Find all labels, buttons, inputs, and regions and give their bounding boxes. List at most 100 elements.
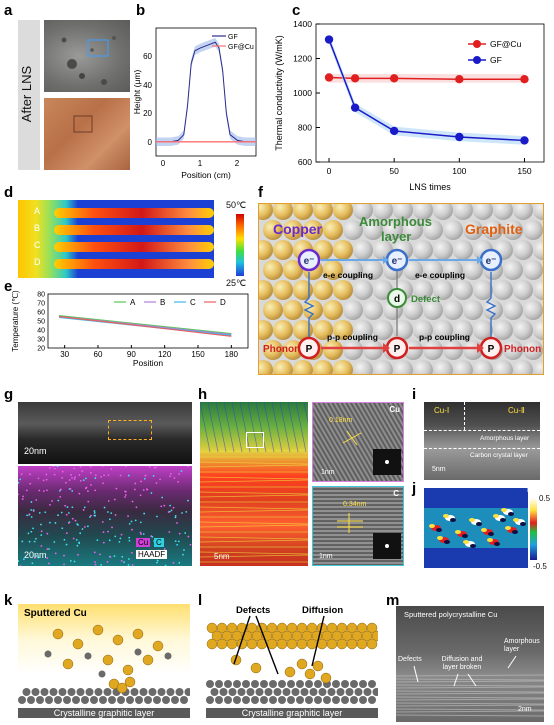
panel-f-atom xyxy=(273,360,293,374)
panel-f-atom xyxy=(433,280,453,300)
panel-k-carbon-atom xyxy=(76,688,85,696)
panel-l-cu-atom xyxy=(296,638,308,650)
panel-g-dot xyxy=(28,473,31,476)
panel-g-dot xyxy=(63,563,65,566)
panel-k-carbon-atom xyxy=(54,696,62,704)
panel-l-carbon-atom xyxy=(251,680,259,688)
panel-g-dot xyxy=(71,506,74,509)
panel-b-legend-gf: GF xyxy=(228,34,238,41)
panel-g-dot xyxy=(184,532,187,534)
panel-g-dot xyxy=(19,564,22,566)
panel-f-atom xyxy=(443,220,463,240)
panel-h-lattice-line xyxy=(287,402,299,453)
panel-k-carbon-atom xyxy=(108,696,116,704)
panel-l-carbon-atom xyxy=(363,688,372,696)
panel-g-scale-top: 20nm xyxy=(24,446,47,456)
panel-f-atom xyxy=(283,300,303,320)
panel-f-atom xyxy=(323,340,343,360)
panel-l-carbon-atom xyxy=(318,688,327,696)
panel-l-arrow xyxy=(233,615,251,665)
panel-e-ytick-50: 50 xyxy=(37,319,45,326)
panel-b-chart: GF GF@Cu 0 20 40 60 0 1 2 Position (cm) … xyxy=(134,27,257,180)
panel-f-atom xyxy=(523,340,543,360)
panel-g-dot xyxy=(127,558,130,560)
panel-l-cu-atom xyxy=(366,638,378,650)
panel-letter-f: f xyxy=(258,184,263,201)
panel-f-atom xyxy=(423,220,443,240)
panel-l-cu-atom xyxy=(336,638,348,650)
panel-g-dot xyxy=(128,536,131,539)
panel-l-carbon-atom xyxy=(215,696,223,704)
panel-f-atom xyxy=(533,280,543,300)
panel-h-lattice-line xyxy=(303,402,308,424)
panel-f-diagram: Copper Amorphous layer Graphite e⁻ e⁻ e⁻… xyxy=(259,204,543,374)
panel-l-carbon-atom xyxy=(296,680,304,688)
panel-g-dot xyxy=(75,538,78,541)
panel-g-dot xyxy=(101,521,104,523)
panel-j-blob-dark xyxy=(488,532,494,536)
panel-g-dot xyxy=(87,500,90,503)
panel-l-diffused-cu xyxy=(296,658,308,670)
panel-a-bottom-texture xyxy=(73,115,93,133)
panel-g-dot xyxy=(29,482,32,485)
panel-f-atom xyxy=(473,360,493,374)
panel-m-lattice-line xyxy=(396,678,544,681)
panel-h-lattice-line xyxy=(200,539,308,543)
panel-g-dot xyxy=(114,535,117,538)
panel-b-ytick-20: 20 xyxy=(143,109,152,118)
panel-k-carbon-atom xyxy=(85,688,94,696)
panel-l-carbon-atom xyxy=(341,696,349,704)
panel-k-base: Crystalline graphitic layer xyxy=(18,708,190,718)
panel-f-atom xyxy=(259,240,273,260)
panel-f-atom xyxy=(503,260,523,280)
panel-l-cu-atom xyxy=(216,638,228,650)
panel-k-carbon-atom xyxy=(45,696,53,704)
panel-g-cu-tag: Cu xyxy=(136,538,151,547)
panel-j-blob-dark xyxy=(508,512,514,516)
panel-m-lattice-line xyxy=(396,710,544,713)
panel-g-dot xyxy=(30,509,33,511)
panel-f-atom xyxy=(433,360,453,374)
panel-g-dot xyxy=(78,492,81,495)
panel-f-atom xyxy=(433,240,453,260)
panel-g-dot xyxy=(90,514,92,517)
panel-g-dot xyxy=(131,564,134,566)
panel-k-carbon-atom xyxy=(36,696,44,704)
panel-h-spacing-cu: 0.18nm xyxy=(329,417,353,424)
panel-g-dot xyxy=(131,528,133,531)
panel-k-carbon-atom xyxy=(162,696,170,704)
panel-k-carbon-atom xyxy=(135,696,143,704)
panel-l-carbon-atom xyxy=(300,688,309,696)
panel-g-dot xyxy=(53,541,56,543)
panel-i-carbon: Carbon crystal layer xyxy=(470,452,528,459)
panel-f-pp-left: p-p coupling xyxy=(327,332,378,342)
panel-h-lattice-line xyxy=(271,402,283,453)
panel-l-cu-atom xyxy=(346,638,358,650)
panel-g-dot xyxy=(26,514,28,517)
panel-k-carbon-atom xyxy=(130,688,139,696)
panel-g-dot xyxy=(160,505,163,508)
panel-g-dot xyxy=(76,523,79,525)
panel-f-atom xyxy=(443,300,463,320)
panel-g-dot xyxy=(185,510,188,513)
panel-l-carbon-atom xyxy=(305,680,313,688)
panel-f-atom xyxy=(353,360,373,374)
panel-g-scale-bottom: 20nm xyxy=(24,550,47,560)
panel-g-dot xyxy=(114,514,117,516)
panel-b-band-gf xyxy=(156,37,256,147)
panel-k-carbon-atom xyxy=(63,696,71,704)
panel-l-carbon-atom xyxy=(345,688,354,696)
panel-l-cu-atom xyxy=(226,638,238,650)
panel-l-carbon-atom xyxy=(224,696,232,704)
panel-f-atom xyxy=(533,320,543,340)
panel-f-atom xyxy=(453,280,473,300)
panel-g-dot xyxy=(180,470,183,472)
panel-g-dot xyxy=(82,509,85,511)
panel-letter-m: m xyxy=(386,592,400,609)
panel-m-lattice-line xyxy=(396,686,544,689)
panel-f-atom xyxy=(259,280,273,300)
panel-f-atom xyxy=(453,240,473,260)
panel-i-hrtem: Cu-Ⅰ Cu-Ⅱ Amorphous layer Carbon crystal… xyxy=(424,402,540,480)
panel-letter-h: h xyxy=(198,386,208,403)
panel-f-atom xyxy=(453,360,473,374)
